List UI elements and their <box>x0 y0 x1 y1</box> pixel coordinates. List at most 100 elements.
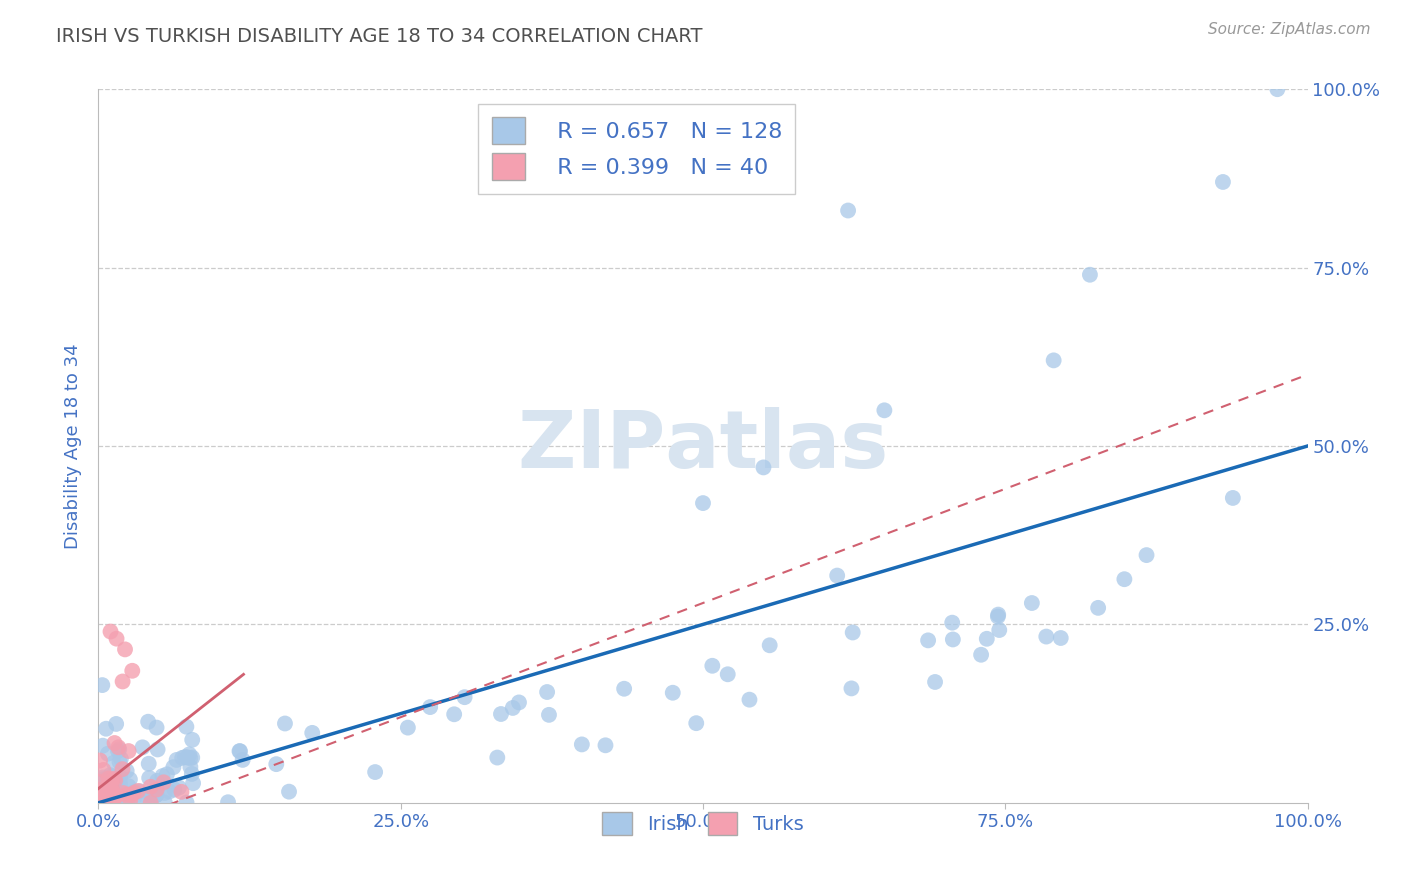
Point <box>163 782 186 797</box>
Point <box>1114 572 1136 586</box>
Point <box>987 609 1010 624</box>
Point <box>139 780 162 794</box>
Point <box>117 779 139 793</box>
Point <box>364 765 387 780</box>
Point <box>1212 175 1234 189</box>
Point <box>96 789 118 803</box>
Point <box>443 707 465 722</box>
Point <box>917 633 939 648</box>
Point <box>139 796 162 810</box>
Point <box>127 784 149 798</box>
Point <box>103 772 125 786</box>
Point <box>105 717 128 731</box>
Point <box>156 767 179 781</box>
Point <box>232 753 254 767</box>
Point <box>228 744 250 758</box>
Point <box>1078 268 1101 282</box>
Point <box>105 794 128 808</box>
Point <box>97 778 120 792</box>
Point <box>152 769 174 783</box>
Legend: Irish, Turks: Irish, Turks <box>595 804 811 843</box>
Point <box>105 789 128 803</box>
Point <box>98 768 121 782</box>
Point <box>90 795 112 809</box>
Point <box>107 744 129 758</box>
Point <box>1267 82 1289 96</box>
Point <box>1049 631 1071 645</box>
Point <box>837 203 859 218</box>
Point <box>117 793 139 807</box>
Point <box>117 793 139 807</box>
Point <box>1021 596 1043 610</box>
Point <box>419 700 441 714</box>
Point <box>167 780 190 795</box>
Point <box>685 716 707 731</box>
Point <box>118 772 141 787</box>
Point <box>90 788 112 802</box>
Point <box>179 760 201 774</box>
Point <box>135 789 157 804</box>
Point <box>942 632 965 647</box>
Point <box>489 706 512 721</box>
Point <box>96 784 118 798</box>
Point <box>179 751 201 765</box>
Point <box>131 740 153 755</box>
Point <box>115 788 138 802</box>
Point <box>107 740 129 755</box>
Point <box>111 762 134 776</box>
Point <box>181 732 204 747</box>
Point <box>124 785 146 799</box>
Point <box>825 568 848 582</box>
Point <box>108 742 131 756</box>
Point <box>941 615 963 630</box>
Point <box>486 750 509 764</box>
Point <box>129 790 152 805</box>
Point <box>100 777 122 791</box>
Point <box>89 782 111 797</box>
Point <box>702 658 724 673</box>
Point <box>266 757 288 772</box>
Point <box>91 739 114 753</box>
Point <box>988 623 1011 637</box>
Point <box>93 795 115 809</box>
Point <box>661 686 683 700</box>
Point <box>176 750 198 764</box>
Point <box>103 786 125 800</box>
Point <box>104 794 127 808</box>
Point <box>105 789 128 803</box>
Point <box>94 786 117 800</box>
Point <box>136 714 159 729</box>
Point <box>176 796 198 810</box>
Point <box>93 763 115 777</box>
Point <box>179 747 201 762</box>
Point <box>101 785 124 799</box>
Point <box>100 789 122 804</box>
Point <box>613 681 636 696</box>
Point <box>94 722 117 736</box>
Point <box>1222 491 1244 505</box>
Point <box>108 777 131 791</box>
Point <box>101 769 124 783</box>
Point <box>274 716 297 731</box>
Point <box>301 726 323 740</box>
Point <box>101 784 124 798</box>
Point <box>141 789 163 803</box>
Point <box>595 739 617 753</box>
Point <box>104 773 127 788</box>
Point <box>110 752 132 766</box>
Point <box>120 793 142 807</box>
Point <box>105 632 128 646</box>
Point <box>100 624 122 639</box>
Point <box>162 760 184 774</box>
Point <box>217 795 239 809</box>
Point <box>976 632 998 646</box>
Point <box>157 784 180 798</box>
Point <box>692 496 714 510</box>
Point <box>121 664 143 678</box>
Point <box>841 625 863 640</box>
Point <box>738 692 761 706</box>
Point <box>108 755 131 769</box>
Point <box>107 781 129 796</box>
Text: Source: ZipAtlas.com: Source: ZipAtlas.com <box>1208 22 1371 37</box>
Point <box>122 786 145 800</box>
